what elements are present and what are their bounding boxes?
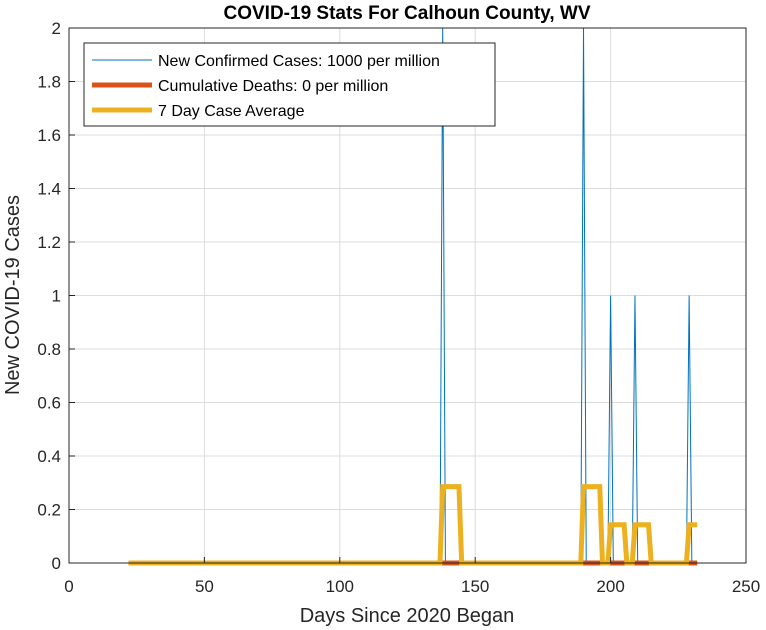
legend-label-7-day-average: 7 Day Case Average xyxy=(158,103,305,120)
series-7-day-average xyxy=(128,484,698,566)
y-tick-label: 0.4 xyxy=(37,447,61,466)
axis-ticks: 0 50 100 150 200 250 0 0.2 0.4 0.6 0.8 1 1.2 1.4 1.6 1.… xyxy=(37,19,760,596)
x-tick-label: 200 xyxy=(596,577,624,596)
x-tick-label: 50 xyxy=(195,577,214,596)
y-tick-label: 1.4 xyxy=(37,180,61,199)
x-tick-label: 150 xyxy=(461,577,489,596)
x-tick-label: 100 xyxy=(326,577,354,596)
x-tick-label: 0 xyxy=(64,577,73,596)
y-tick-label: 1.8 xyxy=(37,73,61,92)
x-axis-label: Days Since 2020 Began xyxy=(300,605,515,627)
y-tick-label: 1 xyxy=(52,287,61,306)
y-tick-label: 0.8 xyxy=(37,340,61,359)
y-tick-label: 0.2 xyxy=(37,501,61,520)
y-tick-label: 1.2 xyxy=(37,233,61,252)
series-new-confirmed-cases xyxy=(128,27,698,564)
legend: New Confirmed Cases: 1000 per million Cu… xyxy=(83,42,496,127)
y-tick-label: 0.6 xyxy=(37,394,61,413)
y-axis-label: New COVID-19 Cases xyxy=(2,195,24,395)
y-tick-label: 1.6 xyxy=(37,126,61,145)
x-tick-label: 250 xyxy=(732,577,760,596)
legend-label-deaths: Cumulative Deaths: 0 per million xyxy=(158,78,388,95)
chart-title: COVID-19 Stats For Calhoun County, WV xyxy=(224,3,591,24)
y-tick-label: 2 xyxy=(52,19,61,38)
legend-label-new-cases: New Confirmed Cases: 1000 per million xyxy=(158,53,440,70)
y-tick-label: 0 xyxy=(52,554,61,573)
legend-box xyxy=(83,42,496,127)
